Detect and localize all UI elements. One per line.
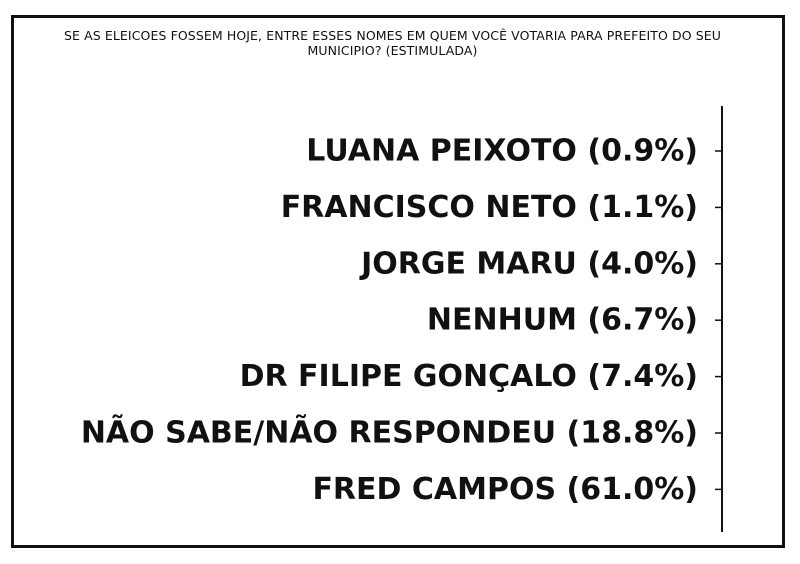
category-label: LUANA PEIXOTO (0.9%) (306, 134, 698, 169)
chart-frame (11, 15, 785, 548)
category-label: JORGE MARU (4.0%) (359, 246, 698, 281)
category-label: FRANCISCO NETO (1.1%) (281, 190, 698, 225)
category-label: NENHUM (6.7%) (427, 303, 698, 338)
chart-title: SE AS ELEICOES FOSSEM HOJE, ENTRE ESSES … (63, 28, 721, 58)
category-label: FRED CAMPOS (61.0%) (312, 472, 698, 507)
category-label: NÃO SABE/NÃO RESPONDEU (18.8%) (81, 414, 698, 451)
category-label: DR FILIPE GONÇALO (7.4%) (240, 359, 698, 394)
